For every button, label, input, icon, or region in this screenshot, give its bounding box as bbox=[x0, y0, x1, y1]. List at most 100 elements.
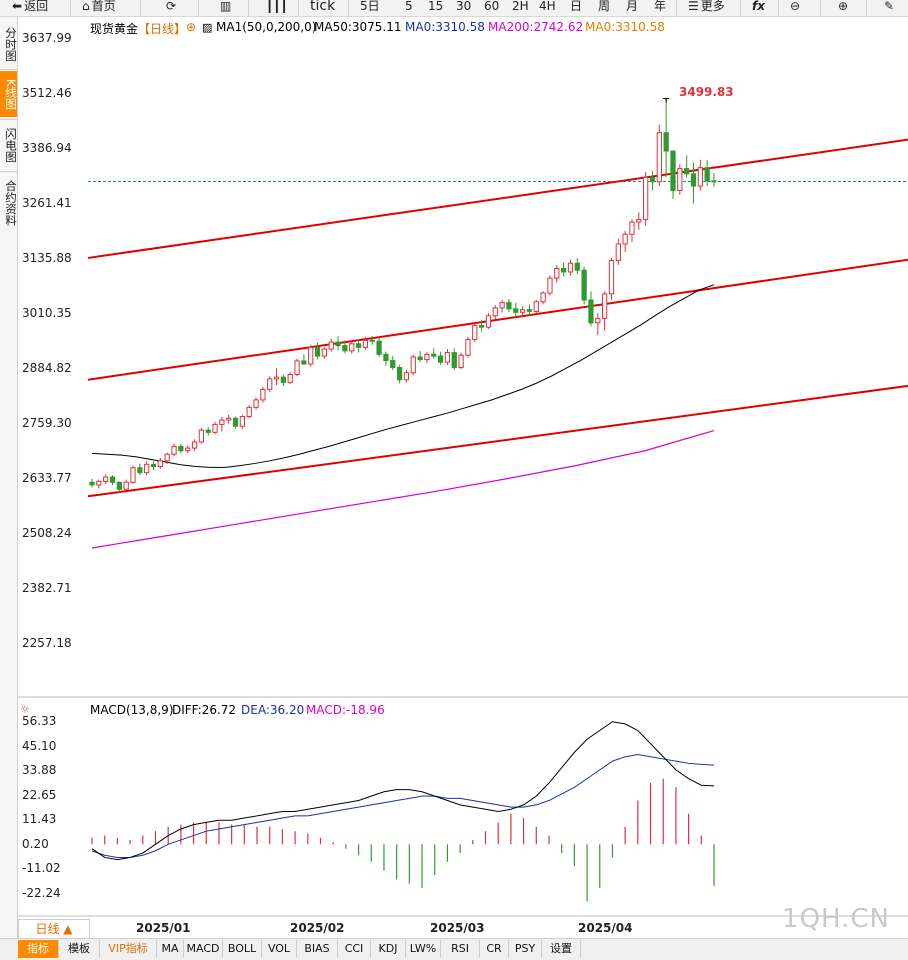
tab-kdj[interactable]: KDJ bbox=[371, 940, 406, 958]
candle-body bbox=[137, 467, 143, 474]
macd-tick-label: 22.65 bbox=[22, 787, 57, 802]
refresh-button[interactable]: ⟳ bbox=[166, 0, 176, 16]
candle-body bbox=[342, 345, 348, 352]
tab-ma[interactable]: MA bbox=[157, 940, 184, 958]
kline-style-button[interactable]: ▥ bbox=[220, 0, 231, 16]
ma50-line bbox=[91, 284, 715, 468]
candle-body bbox=[431, 353, 437, 357]
period-4h[interactable]: 4H bbox=[539, 0, 556, 13]
candle-body bbox=[321, 348, 328, 357]
zoom-out-button[interactable]: ⊖ bbox=[790, 0, 800, 16]
period-month[interactable]: 月 bbox=[626, 0, 639, 13]
period-week[interactable]: 周 bbox=[598, 0, 611, 13]
candle-style-button[interactable]: ┃┃┃ bbox=[266, 0, 288, 16]
candle-body bbox=[294, 360, 300, 375]
tab-templates[interactable]: 模板 bbox=[59, 940, 100, 958]
period-60min[interactable]: 60 bbox=[484, 0, 500, 13]
price-tick-label: 2382.71 bbox=[22, 580, 72, 595]
tab-rsi[interactable]: RSI bbox=[441, 940, 480, 958]
tab-flash[interactable]: 闪电图 bbox=[4, 127, 18, 163]
tab-cr[interactable]: CR bbox=[480, 940, 509, 958]
zoom-in-button[interactable]: ⊕ bbox=[838, 0, 848, 16]
tab-vip-indicators[interactable]: VIP指标 bbox=[100, 940, 157, 958]
tab-psy[interactable]: PSY bbox=[509, 940, 542, 958]
x-tick-label: 2025/02 bbox=[290, 921, 345, 935]
tab-lw[interactable]: LW% bbox=[406, 940, 441, 958]
tab-indicators[interactable]: 指标 bbox=[18, 940, 59, 958]
tab-macd[interactable]: MACD bbox=[184, 940, 223, 958]
tab-contract-info[interactable]: 合约资料 bbox=[4, 180, 18, 226]
home-button[interactable]: ⌂ 首页 bbox=[82, 0, 116, 13]
candle-body bbox=[595, 317, 601, 324]
period-select[interactable]: 日线 ▲ bbox=[18, 919, 90, 939]
candle-body bbox=[649, 176, 656, 183]
macd-tick-label: 33.88 bbox=[22, 763, 57, 778]
tab-divider bbox=[0, 69, 17, 70]
tab-cci[interactable]: CCI bbox=[338, 940, 371, 958]
candle-body bbox=[533, 301, 539, 312]
back-button[interactable]: ⬅ 返回 bbox=[12, 0, 49, 13]
macd-settings-icon[interactable]: ☼ bbox=[20, 703, 30, 716]
period-30min[interactable]: 30 bbox=[456, 0, 472, 13]
tab-vol[interactable]: VOL bbox=[262, 940, 297, 958]
macd-tick-label: -22.24 bbox=[22, 886, 61, 900]
candle-body bbox=[506, 302, 512, 310]
draw-button[interactable]: ✎ bbox=[884, 0, 894, 16]
formula-button[interactable]: fx bbox=[752, 0, 765, 16]
more-button[interactable]: ☰ 更多 bbox=[688, 0, 725, 13]
period-5day[interactable]: 5日 bbox=[360, 0, 380, 13]
candlestick-icon: ┃┃┃ bbox=[266, 0, 288, 13]
tab-timeshare[interactable]: 分时图 bbox=[4, 26, 18, 62]
refresh-icon: ⟳ bbox=[166, 0, 177, 13]
macd-tick-label: -11.02 bbox=[22, 861, 61, 876]
period-year[interactable]: 年 bbox=[654, 0, 667, 13]
period-2h[interactable]: 2H bbox=[512, 0, 529, 13]
x-tick-label: 2025/01 bbox=[136, 921, 191, 935]
tab-kline[interactable]: K线图 bbox=[0, 71, 18, 117]
candle-body bbox=[178, 445, 184, 452]
ma200-label: MA200:2742.62 bbox=[488, 20, 584, 34]
period-day[interactable]: 日 bbox=[570, 0, 583, 13]
tab-boll[interactable]: BOLL bbox=[223, 940, 262, 958]
period-5min[interactable]: 5 bbox=[405, 0, 413, 13]
menu-icon: ☰ bbox=[688, 0, 699, 13]
candle-body bbox=[656, 132, 662, 183]
ma200-line bbox=[91, 430, 715, 549]
toolbar: ⬅ 返回 ⌂ 首页 ⟳ ▥ ┃┃┃ tick 5日 5 15 30 60 2H 4H… bbox=[0, 0, 908, 17]
candle-body bbox=[540, 292, 546, 303]
price-tick-label: 2759.30 bbox=[22, 415, 72, 430]
macd-diff: DIFF:26.72 bbox=[172, 703, 237, 717]
tab-bias[interactable]: BIAS bbox=[297, 940, 338, 958]
candle-body bbox=[369, 339, 375, 342]
zoom-out-icon: ⊖ bbox=[790, 0, 801, 13]
indicator-icon[interactable]: ▨ bbox=[202, 21, 213, 34]
candle-body bbox=[608, 260, 615, 295]
left-tab-bar: 分时图 K线图 闪电图 合约资料 bbox=[0, 17, 18, 942]
candle-body bbox=[355, 343, 362, 348]
macd-tick-label: 45.10 bbox=[22, 738, 57, 753]
candle-body bbox=[349, 343, 355, 352]
candle-body bbox=[116, 481, 122, 490]
period-15min[interactable]: 15 bbox=[428, 0, 444, 13]
candle-body bbox=[314, 346, 321, 357]
candle-body bbox=[335, 341, 341, 347]
candle-body bbox=[123, 481, 129, 490]
tab-settings[interactable]: 设置 bbox=[542, 940, 581, 958]
fx-icon: fx bbox=[752, 0, 765, 13]
candle-body bbox=[171, 445, 177, 455]
candle-body bbox=[185, 447, 191, 452]
candle-body bbox=[150, 463, 157, 468]
settings-icon[interactable]: ⊕ bbox=[186, 20, 197, 34]
candle-body bbox=[130, 467, 136, 483]
candle-body bbox=[513, 308, 519, 313]
candle-body bbox=[602, 293, 608, 319]
candle-body bbox=[458, 354, 464, 368]
tick-button[interactable]: tick bbox=[310, 0, 336, 14]
candle-body bbox=[684, 168, 690, 175]
tab-divider bbox=[0, 171, 17, 172]
period-label: 【日线】 bbox=[138, 22, 187, 36]
candle-body bbox=[205, 429, 211, 433]
channel-line-lower bbox=[87, 384, 908, 498]
candle-body bbox=[239, 416, 245, 427]
